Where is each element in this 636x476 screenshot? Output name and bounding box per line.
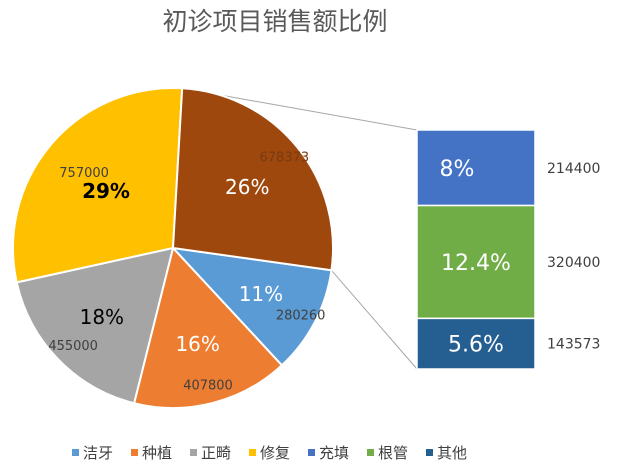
bar-value-label: 143573 <box>547 337 600 353</box>
bar-segment-2 <box>416 204 536 320</box>
legend-swatch <box>367 449 374 456</box>
legend-swatch <box>249 449 256 456</box>
bar-value-label: 320400 <box>547 255 600 271</box>
legend-label: 修复 <box>260 444 290 462</box>
bar-percent-label: 5.6% <box>448 333 504 358</box>
legend-label: 种植 <box>142 444 172 462</box>
slice-percent-label: 16% <box>175 332 219 356</box>
slice-value-label: 455000 <box>48 339 98 354</box>
legend-swatch <box>308 449 315 456</box>
legend-swatch <box>72 449 79 456</box>
legend-label: 正畸 <box>201 444 231 462</box>
legend-swatch <box>426 449 433 456</box>
slice-value-label: 280260 <box>276 309 326 324</box>
connector-line-bottom <box>331 269 418 370</box>
bar-value-label: 214400 <box>547 161 600 177</box>
slice-percent-label: 29% <box>82 179 130 203</box>
legend-label: 其他 <box>437 444 467 462</box>
pie-slice-2 <box>132 245 284 409</box>
legend-swatch <box>190 449 197 456</box>
bar-segment-1 <box>416 129 536 207</box>
chart-title: 初诊项目销售额比例 <box>162 7 387 36</box>
legend-label: 根管 <box>378 444 408 462</box>
slice-value-label: 407800 <box>183 378 233 393</box>
pie-slice-3 <box>15 246 175 405</box>
slice-value-label: 678373 <box>260 151 310 166</box>
pie-slice-1 <box>170 246 333 367</box>
pie-slice-4 <box>12 87 184 284</box>
bar-percent-label: 12.4% <box>441 251 511 276</box>
legend-swatch <box>131 449 138 456</box>
legend-label: 洁牙 <box>83 444 113 462</box>
legend-label: 充填 <box>319 444 349 462</box>
slice-value-label: 757000 <box>59 166 109 181</box>
slice-percent-label: 18% <box>80 305 124 329</box>
bar-segment-3 <box>416 317 536 370</box>
slice-percent-label: 11% <box>239 282 283 306</box>
slice-percent-label: 26% <box>225 175 269 199</box>
bar-percent-label: 8% <box>440 157 475 182</box>
pie-slice-5 <box>171 87 334 272</box>
